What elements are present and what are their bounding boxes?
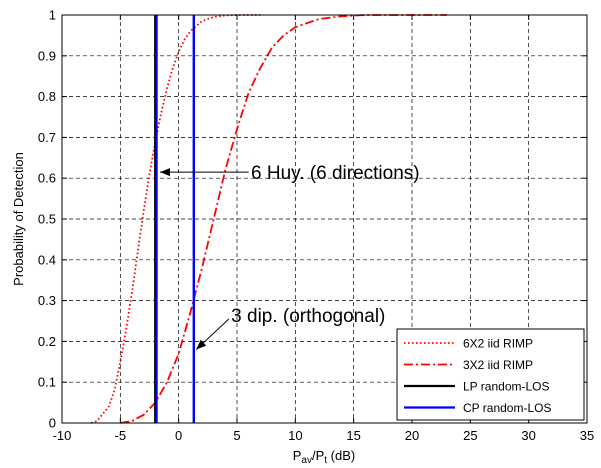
y-tick-label: 0.1 xyxy=(38,375,56,390)
annotations: 6 Huy. (6 directions) 3 dip. (orthogonal) xyxy=(160,163,420,350)
legend-label: 6X2 iid RIMP xyxy=(463,337,533,351)
y-tick-label: 0.3 xyxy=(38,293,56,308)
x-axis-label: Pav/Pt (dB) xyxy=(293,448,355,466)
x-tick-label: 5 xyxy=(233,428,240,443)
axis-ticks: -10 -5 0 5 10 15 20 25 30 35 0 0.1 0.2 0.3 0.4 0.5 0.6 0.… xyxy=(38,8,594,444)
annotation-arrow-head xyxy=(160,168,170,177)
x-label-sub1: av xyxy=(301,455,312,466)
x-label-sub2: t xyxy=(324,455,327,466)
annotation-text: 3 dip. (orthogonal) xyxy=(231,306,385,327)
x-tick-label: 0 xyxy=(175,428,182,443)
legend-label: 3X2 iid RIMP xyxy=(463,358,533,372)
y-tick-label: 0.7 xyxy=(38,130,56,145)
y-tick-label: 0.9 xyxy=(38,48,56,63)
legend-label: LP random-LOS xyxy=(463,380,550,394)
annotation-arrow-head xyxy=(196,339,207,350)
y-tick-label: 0.8 xyxy=(38,89,56,104)
y-tick-label: 1 xyxy=(49,8,56,23)
y-axis-label: Probability of Detection xyxy=(11,152,26,286)
x-tick-label: -10 xyxy=(53,428,72,443)
x-label-mid: /P xyxy=(312,448,324,463)
x-tick-label: -5 xyxy=(115,428,127,443)
y-tick-label: 0 xyxy=(49,416,56,431)
x-tick-label: 25 xyxy=(463,428,477,443)
y-tick-label: 0.5 xyxy=(38,212,56,227)
y-tick-label: 0.6 xyxy=(38,171,56,186)
legend-label: CP random-LOS xyxy=(463,401,551,415)
series-line-6x2-iid-rimp xyxy=(90,14,261,424)
x-tick-label: 20 xyxy=(405,428,419,443)
x-tick-label: 35 xyxy=(580,428,594,443)
x-tick-label: 15 xyxy=(346,428,360,443)
annotation-text: 6 Huy. (6 directions) xyxy=(251,163,420,184)
x-label-tail: (dB) xyxy=(327,448,355,463)
legend-box xyxy=(396,328,585,421)
legend: 6X2 iid RIMP 3X2 iid RIMP LP random-LOS CP … xyxy=(396,328,585,421)
series-line-3x2-iid-rimp xyxy=(120,14,447,424)
x-label-main: P xyxy=(293,448,302,463)
x-tick-label: 10 xyxy=(288,428,302,443)
series-lines xyxy=(90,14,447,424)
y-tick-label: 0.2 xyxy=(38,334,56,349)
x-tick-label: 30 xyxy=(521,428,535,443)
y-tick-label: 0.4 xyxy=(38,252,56,267)
